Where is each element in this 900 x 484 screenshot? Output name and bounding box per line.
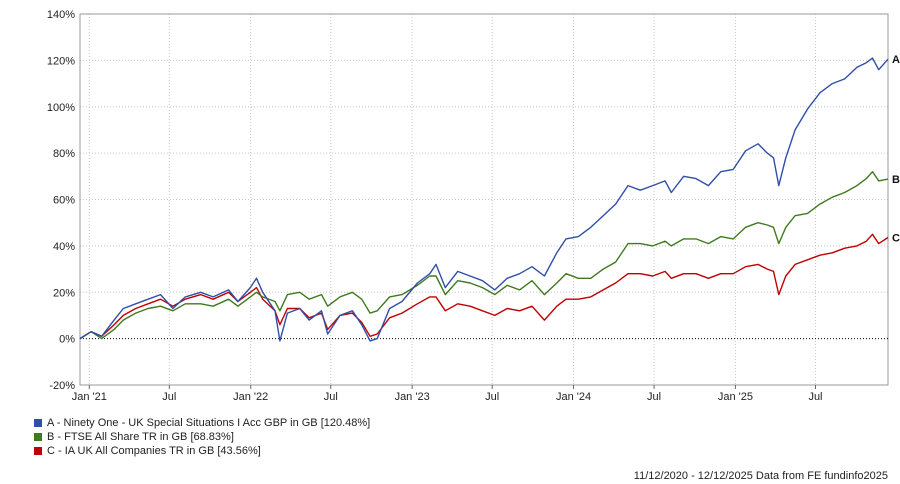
y-tick-label-40: 40% — [53, 241, 75, 253]
grid-lines — [80, 13, 888, 386]
y-tick-label-0: 0% — [59, 334, 75, 346]
y-tick-label-20: -20% — [49, 380, 75, 392]
y-tick-label-100: 100% — [47, 102, 75, 114]
data-source-footer: 11/12/2020 - 12/12/2025 Data from FE fun… — [633, 470, 888, 482]
legend: A - Ninety One - UK Special Situations I… — [34, 416, 370, 458]
series-end-labels: A B C — [892, 54, 900, 244]
legend-item-c: C - IA UK All Companies TR in GB [43.56%… — [34, 444, 370, 458]
legend-label-a: A - Ninety One - UK Special Situations I… — [47, 417, 371, 429]
x-tick-label-jul-2022-07-01: Jul — [324, 391, 338, 403]
x-tick-label-jul-2025-07-01: Jul — [808, 391, 822, 403]
y-axis: -20% 0% 20% 40% 60% 80% 100% 120% 140% — [47, 9, 75, 392]
legend-item-a: A - Ninety One - UK Special Situations I… — [34, 416, 370, 430]
legend-swatch-b — [34, 433, 42, 441]
x-tick-label-jan-21-2021-01-01: Jan '21 — [72, 391, 107, 403]
legend-label-c: C - IA UK All Companies TR in GB [43.56%… — [47, 445, 261, 457]
y-tick-label-60: 60% — [53, 195, 75, 207]
series-end-label-b: B — [892, 174, 900, 186]
y-tick-label-120: 120% — [47, 55, 75, 67]
x-tick-label-jul-2024-07-01: Jul — [647, 391, 661, 403]
x-tick-label-jan-24-2024-01-01: Jan '24 — [556, 391, 591, 403]
x-tick-label-jan-23-2023-01-01: Jan '23 — [395, 391, 430, 403]
x-tick-label-jan-22-2022-01-01: Jan '22 — [233, 391, 268, 403]
legend-swatch-c — [34, 447, 42, 455]
x-tick-label-jul-2023-07-01: Jul — [485, 391, 499, 403]
x-tick-label-jan-25-2025-01-01: Jan '25 — [718, 391, 753, 403]
series-line-a — [79, 57, 889, 342]
plot-area-frame — [79, 13, 889, 386]
legend-item-b: B - FTSE All Share TR in GB [68.83%] — [34, 430, 370, 444]
x-tick-label-jul-2021-07-01: Jul — [162, 391, 176, 403]
y-tick-label-140: 140% — [47, 9, 75, 21]
x-axis: Jan '21 Jul Jan '22 Jul Jan '23 Jul Jan '24 Jul… — [72, 385, 823, 403]
y-tick-label-80: 80% — [53, 148, 75, 160]
legend-label-b: B - FTSE All Share TR in GB [68.83%] — [47, 431, 234, 443]
series-end-label-a: A — [892, 54, 900, 66]
series-line-b — [79, 170, 889, 340]
legend-swatch-a — [34, 419, 42, 427]
series-lines — [79, 57, 889, 342]
series-end-label-c: C — [892, 233, 900, 245]
y-tick-label-20: 20% — [53, 287, 75, 299]
series-line-c — [79, 233, 889, 340]
